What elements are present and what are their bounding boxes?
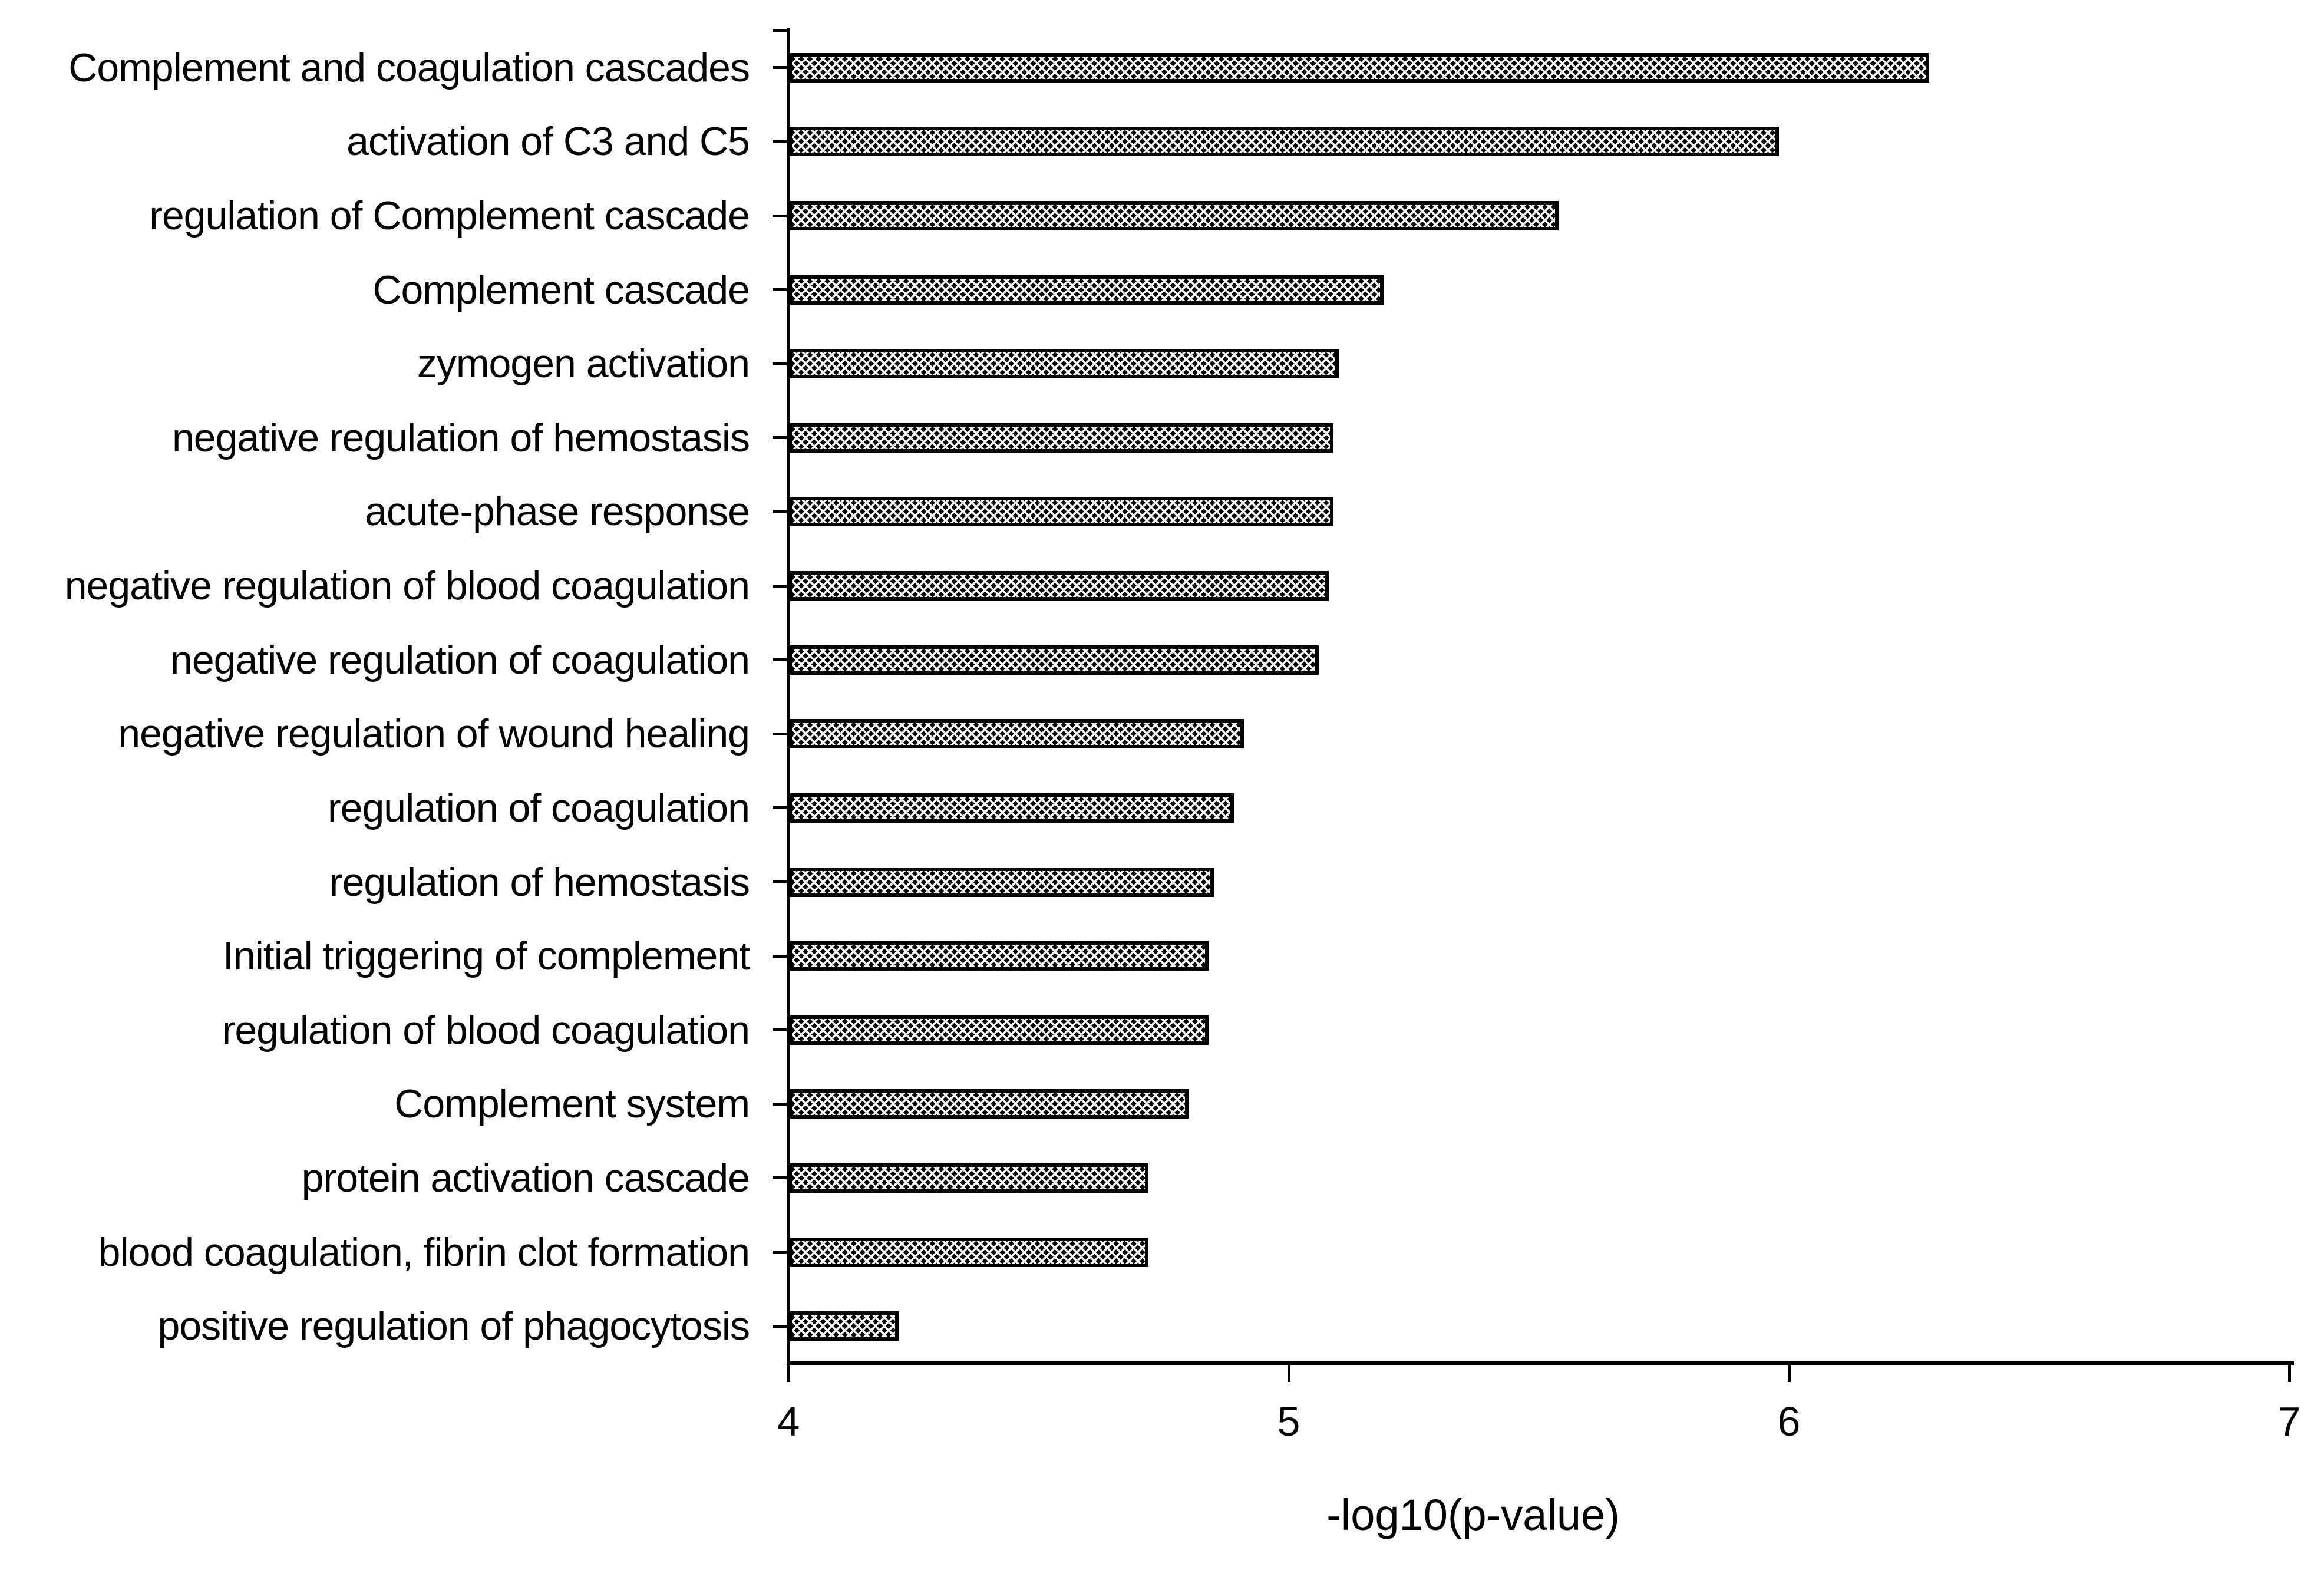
bar bbox=[788, 349, 1339, 379]
category-label: negative regulation of wound healing bbox=[118, 711, 750, 757]
bar bbox=[788, 1089, 1189, 1119]
category-tick bbox=[773, 954, 788, 958]
bar bbox=[788, 1015, 1209, 1045]
bar bbox=[788, 127, 1780, 157]
category-tick bbox=[773, 880, 788, 884]
category-tick bbox=[773, 214, 788, 217]
bar bbox=[788, 719, 1244, 749]
category-label: Initial triggering of complement bbox=[222, 934, 750, 979]
category-label: regulation of coagulation bbox=[328, 785, 750, 830]
category-label: regulation of blood coagulation bbox=[222, 1007, 750, 1053]
category-tick bbox=[773, 584, 788, 588]
category-tick bbox=[773, 806, 788, 810]
bar bbox=[788, 1237, 1149, 1267]
category-label: regulation of Complement cascade bbox=[149, 193, 750, 239]
bar bbox=[788, 1311, 899, 1341]
category-tick bbox=[773, 140, 788, 143]
category-tick bbox=[773, 1251, 788, 1254]
x-tick-label: 7 bbox=[2277, 1399, 2301, 1444]
category-tick bbox=[773, 1176, 788, 1180]
category-label: positive regulation of phagocytosis bbox=[157, 1304, 750, 1349]
category-tick bbox=[773, 732, 788, 735]
category-tick bbox=[773, 1324, 788, 1328]
category-label: negative regulation of blood coagulation bbox=[64, 563, 750, 609]
category-label: Complement system bbox=[394, 1081, 750, 1127]
category-tick bbox=[773, 436, 788, 440]
category-label: acute-phase response bbox=[365, 489, 750, 535]
category-tick bbox=[773, 658, 788, 662]
x-axis-title: -log10(p-value) bbox=[1326, 1490, 1620, 1539]
bar bbox=[788, 275, 1384, 305]
x-tick-mark bbox=[1287, 1365, 1290, 1382]
bar bbox=[788, 941, 1209, 971]
category-tick bbox=[773, 362, 788, 365]
x-tick-mark bbox=[1787, 1365, 1791, 1382]
bar bbox=[788, 793, 1234, 823]
category-label: protein activation cascade bbox=[301, 1155, 750, 1200]
bar bbox=[788, 571, 1329, 601]
bar bbox=[788, 52, 1929, 83]
category-label: regulation of hemostasis bbox=[329, 859, 750, 905]
x-tick-label: 5 bbox=[1277, 1399, 1300, 1444]
bar bbox=[788, 201, 1559, 231]
x-tick-label: 4 bbox=[777, 1399, 800, 1444]
y-axis-line bbox=[787, 28, 790, 1365]
x-tick-mark bbox=[2287, 1365, 2291, 1382]
category-label: zymogen activation bbox=[417, 341, 750, 387]
bar bbox=[788, 423, 1334, 453]
category-tick bbox=[773, 1028, 788, 1032]
bar bbox=[788, 1163, 1149, 1193]
category-label: negative regulation of hemostasis bbox=[171, 415, 750, 460]
bar bbox=[788, 497, 1334, 527]
category-label: Complement cascade bbox=[372, 267, 750, 312]
bar bbox=[788, 645, 1319, 675]
x-tick-mark bbox=[787, 1365, 790, 1382]
x-tick-label: 6 bbox=[1777, 1399, 1801, 1444]
category-label: Complement and coagulation cascades bbox=[68, 45, 750, 90]
category-tick bbox=[773, 1102, 788, 1106]
y-axis-top-tick bbox=[773, 29, 788, 32]
category-label: negative regulation of coagulation bbox=[170, 637, 750, 682]
category-tick bbox=[773, 288, 788, 292]
category-tick bbox=[773, 510, 788, 513]
x-axis-line bbox=[787, 1361, 2294, 1365]
category-tick bbox=[773, 66, 788, 70]
bar bbox=[788, 867, 1214, 897]
category-label: activation of C3 and C5 bbox=[346, 119, 750, 164]
category-label: blood coagulation, fibrin clot formation bbox=[98, 1229, 750, 1275]
